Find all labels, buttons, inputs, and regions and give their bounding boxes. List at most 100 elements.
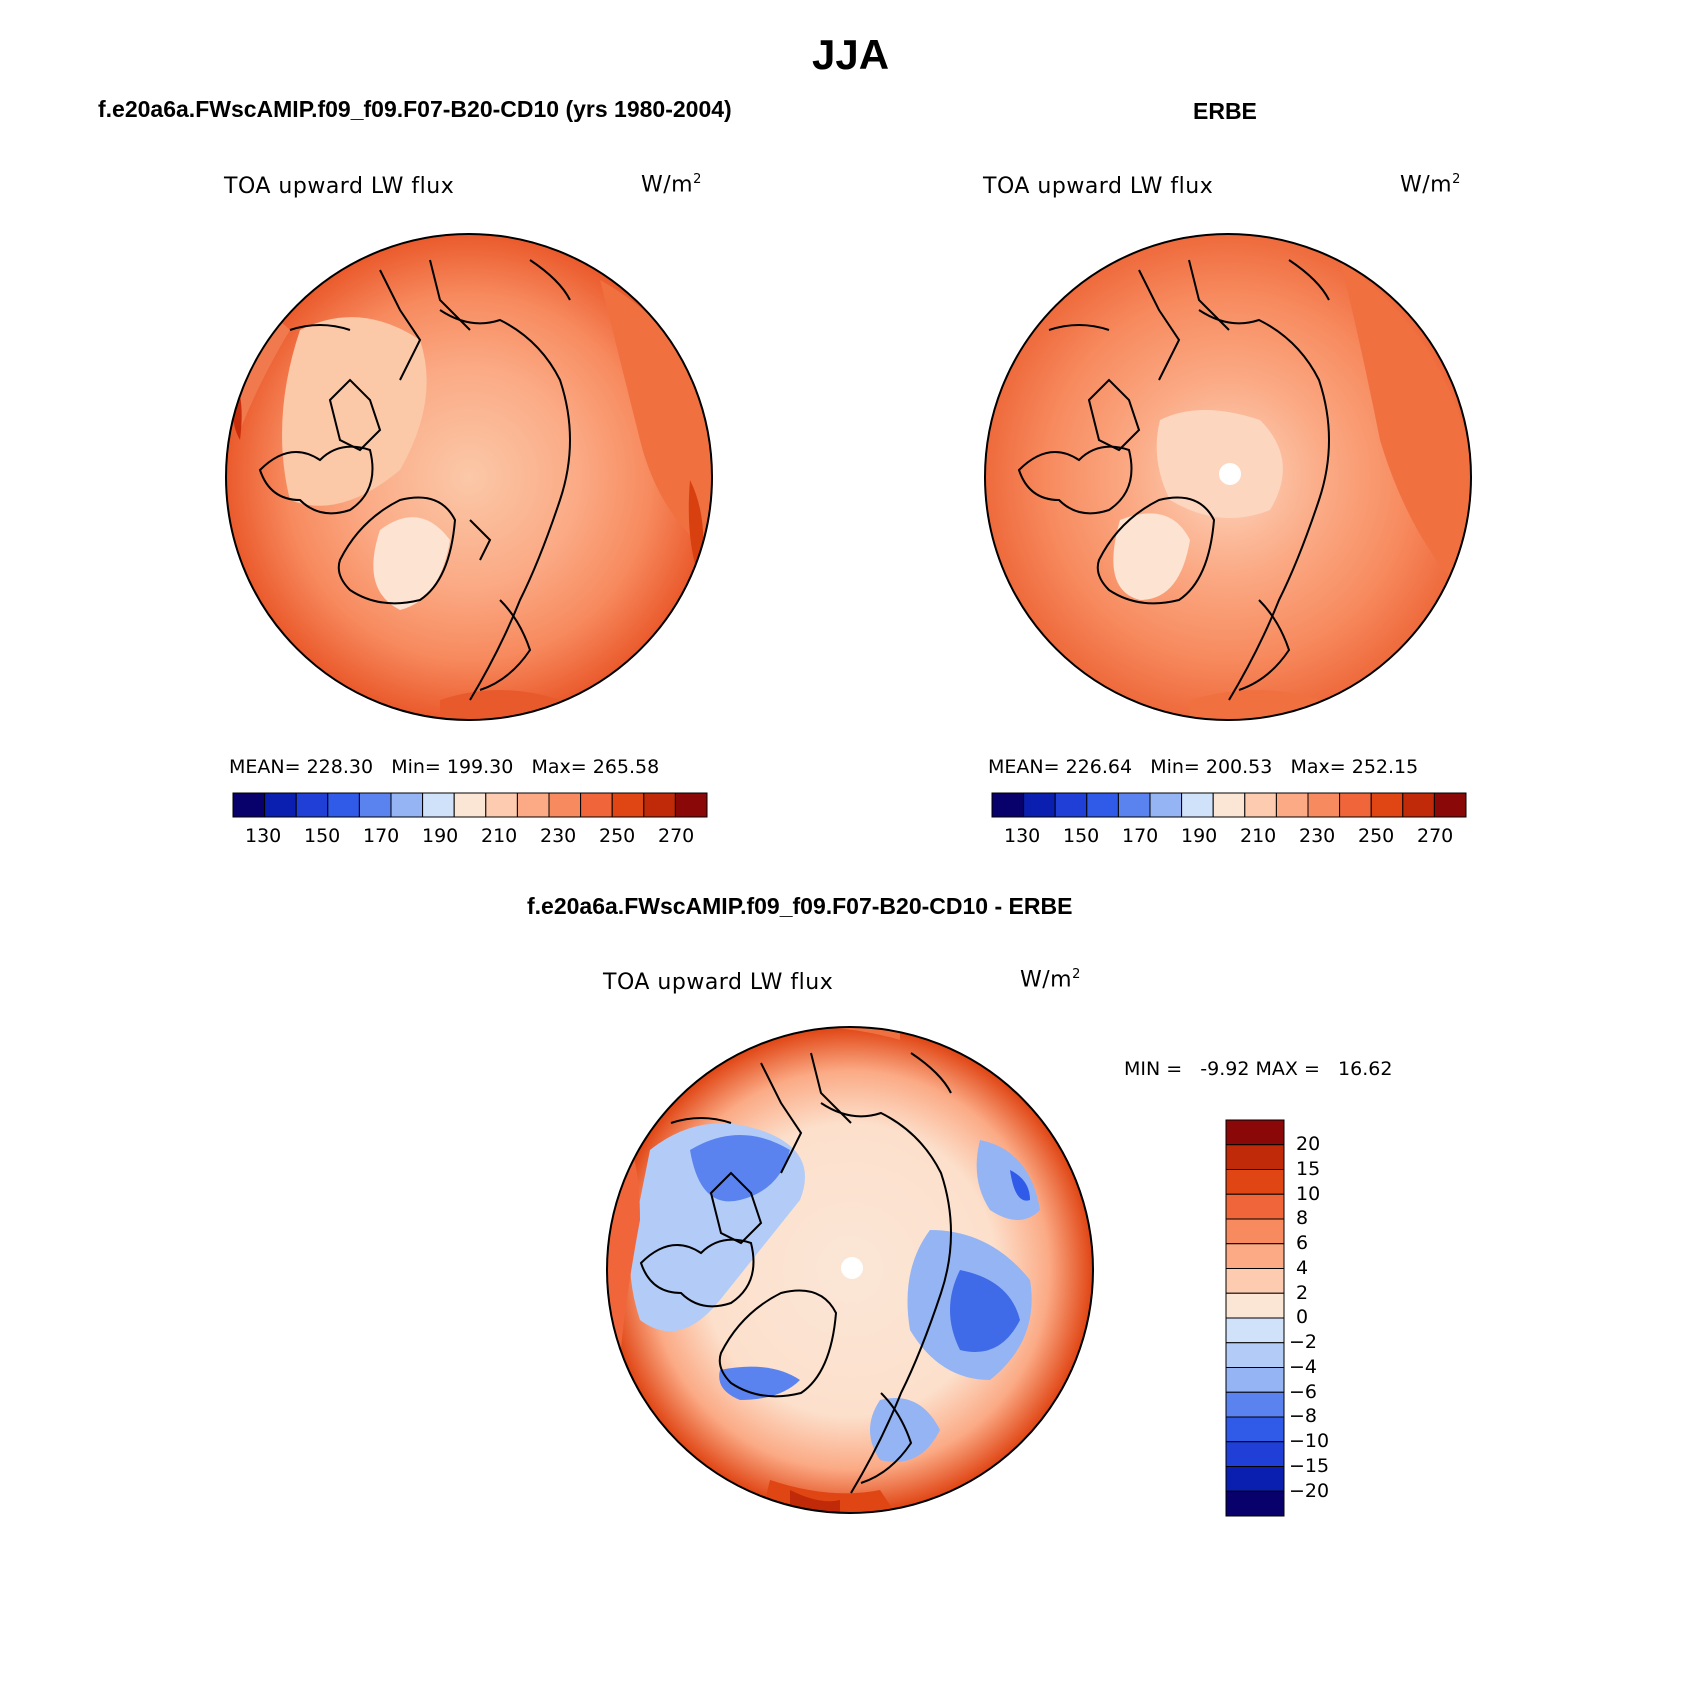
diff-tick-label: 15 — [1296, 1158, 1321, 1180]
diff-tick-label: 10 — [1296, 1183, 1321, 1205]
colorbar-swatch — [390, 792, 424, 818]
colorbar-swatch — [1402, 792, 1435, 818]
colorbar-swatch — [611, 792, 645, 818]
colorbar-swatch — [1225, 1367, 1285, 1393]
model-colorbar — [232, 792, 708, 818]
diff-tick-label: 6 — [1296, 1232, 1309, 1254]
colorbar-swatch — [264, 792, 297, 818]
colorbar-swatch — [422, 792, 455, 818]
colorbar-swatch — [1086, 792, 1119, 818]
obs-colorbar-svg — [991, 792, 1467, 818]
model-tick-label: 270 — [658, 825, 695, 847]
colorbar-swatch — [1225, 1243, 1285, 1269]
diff-minmax: MIN = -9.92 MAX = 16.62 — [1124, 1058, 1393, 1080]
colorbar-swatch — [1225, 1268, 1285, 1294]
model-tick-label: 170 — [363, 825, 400, 847]
diff-colorbar-svg — [1225, 1119, 1285, 1517]
model-panel-heading: f.e20a6a.FWscAMIP.f09_f09.F07-B20-CD10 (… — [98, 96, 732, 122]
colorbar-swatch — [1023, 792, 1056, 818]
diff-tick-label: 0 — [1296, 1306, 1309, 1328]
obs-coastlines — [1017, 259, 1330, 701]
obs-panel-heading: ERBE — [1193, 98, 1257, 124]
colorbar-swatch — [1307, 792, 1341, 818]
colorbar-swatch — [1181, 792, 1214, 818]
diff-tick-label: −10 — [1289, 1430, 1330, 1452]
obs-units-label: W/m2 — [1400, 172, 1461, 198]
colorbar-swatch — [485, 792, 518, 818]
colorbar-swatch — [1225, 1144, 1285, 1170]
model-colorbar-ticks: 130 150 170 190 210 230 250 270 — [0, 825, 1691, 849]
diff-units-label: W/m2 — [1020, 967, 1081, 993]
obs-tick-label: 190 — [1181, 825, 1218, 847]
colorbar-swatch — [643, 792, 676, 818]
model-tick-label: 150 — [304, 825, 341, 847]
colorbar-swatch — [991, 792, 1025, 818]
diff-tick-label: 8 — [1296, 1207, 1309, 1229]
diff-colorbar — [1225, 1119, 1285, 1517]
model-variable-label: TOA upward LW flux — [224, 174, 455, 199]
colorbar-swatch — [1433, 792, 1467, 818]
diff-tick-label: −15 — [1289, 1455, 1330, 1477]
model-tick-label: 230 — [540, 825, 577, 847]
colorbar-swatch — [453, 792, 487, 818]
obs-stats: MEAN= 226.64 Min= 200.53 Max= 252.15 — [988, 756, 1419, 778]
colorbar-swatch — [674, 792, 708, 818]
colorbar-swatch — [327, 792, 360, 818]
colorbar-swatch — [1244, 792, 1277, 818]
obs-tick-label: 230 — [1299, 825, 1336, 847]
obs-tick-label: 210 — [1240, 825, 1277, 847]
diff-variable-label: TOA upward LW flux — [603, 970, 834, 995]
colorbar-swatch — [1225, 1441, 1285, 1467]
colorbar-swatch — [516, 792, 550, 818]
obs-tick-label: 250 — [1358, 825, 1395, 847]
colorbar-swatch — [1339, 792, 1372, 818]
obs-tick-label: 270 — [1417, 825, 1454, 847]
diff-tick-label: −2 — [1289, 1331, 1318, 1353]
diff-tick-label: −4 — [1289, 1356, 1318, 1378]
model-tick-label: 130 — [245, 825, 282, 847]
colorbar-swatch — [1149, 792, 1183, 818]
obs-colorbar — [991, 792, 1467, 818]
model-tick-label: 250 — [599, 825, 636, 847]
colorbar-swatch — [1225, 1490, 1285, 1517]
colorbar-swatch — [1117, 792, 1151, 818]
diff-coastlines — [639, 1052, 952, 1494]
colorbar-swatch — [295, 792, 329, 818]
model-units-label: W/m2 — [641, 172, 702, 198]
colorbar-swatch — [1212, 792, 1246, 818]
obs-tick-label: 130 — [1004, 825, 1041, 847]
obs-variable-label: TOA upward LW flux — [983, 174, 1214, 199]
colorbar-swatch — [1275, 792, 1309, 818]
diff-tick-label: −20 — [1289, 1480, 1330, 1502]
colorbar-swatch — [1054, 792, 1088, 818]
diff-tick-label: −8 — [1289, 1405, 1318, 1427]
obs-tick-label: 150 — [1063, 825, 1100, 847]
colorbar-swatch — [1225, 1391, 1285, 1418]
colorbar-swatch — [1225, 1317, 1285, 1344]
obs-colorbar-ticks: 130 150 170 190 210 230 250 270 — [0, 825, 1691, 849]
model-coastlines — [258, 259, 571, 701]
colorbar-swatch — [548, 792, 582, 818]
diff-pole-hole — [841, 1257, 863, 1279]
diff-tick-label: 2 — [1296, 1282, 1309, 1304]
colorbar-swatch — [1370, 792, 1404, 818]
colorbar-swatch — [232, 792, 266, 818]
model-tick-label: 190 — [422, 825, 459, 847]
colorbar-swatch — [580, 792, 613, 818]
diff-tick-label: 4 — [1296, 1257, 1309, 1279]
model-tick-label: 210 — [481, 825, 518, 847]
colorbar-swatch — [1225, 1416, 1285, 1443]
colorbar-swatch — [1225, 1466, 1285, 1492]
page-title: JJA — [812, 31, 890, 78]
diff-tick-label: −6 — [1289, 1381, 1318, 1403]
colorbar-swatch — [358, 792, 392, 818]
model-stats: MEAN= 228.30 Min= 199.30 Max= 265.58 — [229, 756, 660, 778]
colorbar-swatch — [1225, 1292, 1285, 1319]
obs-pole-hole — [1219, 463, 1241, 485]
colorbar-swatch — [1225, 1342, 1285, 1368]
diff-panel-heading: f.e20a6a.FWscAMIP.f09_f09.F07-B20-CD10 -… — [527, 893, 1073, 919]
colorbar-swatch — [1225, 1169, 1285, 1195]
obs-tick-label: 170 — [1122, 825, 1159, 847]
model-colorbar-svg — [232, 792, 708, 818]
colorbar-swatch — [1225, 1193, 1285, 1220]
